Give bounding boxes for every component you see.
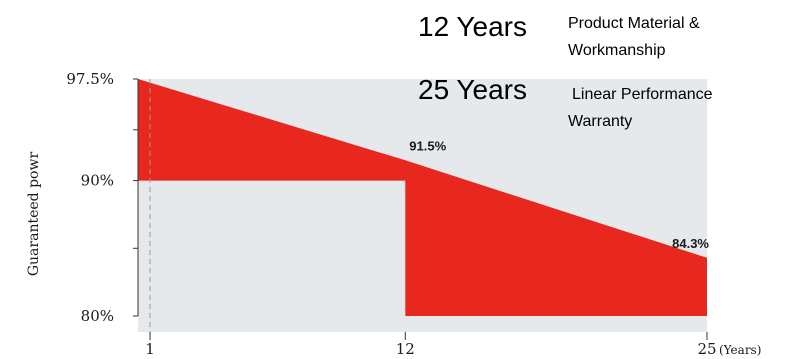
y-tick-label-2: 80% bbox=[81, 307, 114, 325]
warranty-desc-performance-line1: Linear Performance bbox=[572, 86, 713, 103]
warranty-years-performance: 25 Years bbox=[418, 74, 527, 105]
warranty-desc-product-line2: Workmanship bbox=[568, 42, 666, 59]
warranty-legend: 12 Years Product Material & Workmanship … bbox=[418, 11, 713, 130]
data-label-0: 91.5% bbox=[409, 138, 446, 153]
plot-area: 97.5% 90% 80% 1 12 25 (Years) 91.5% 84.3% bbox=[66, 70, 761, 358]
x-axis-unit: (Years) bbox=[719, 343, 761, 357]
warranty-desc-product-line1: Product Material & bbox=[568, 15, 700, 32]
y-tick-label-0: 97.5% bbox=[66, 70, 114, 88]
x-tick-label-0: 1 bbox=[145, 340, 155, 358]
guaranteed-power-area bbox=[138, 79, 707, 316]
x-tick-label-1: 12 bbox=[396, 340, 415, 358]
warranty-years-product: 12 Years bbox=[418, 11, 527, 42]
data-label-1: 84.3% bbox=[672, 236, 709, 251]
warranty-desc-performance-line2: Warranty bbox=[568, 113, 632, 130]
y-axis-title: Guaranteed powr bbox=[26, 152, 42, 277]
y-tick-label-1: 90% bbox=[81, 172, 114, 190]
x-tick-label-2: 25 bbox=[697, 340, 716, 358]
y-axis-title-group: Guaranteed powr bbox=[26, 152, 42, 277]
